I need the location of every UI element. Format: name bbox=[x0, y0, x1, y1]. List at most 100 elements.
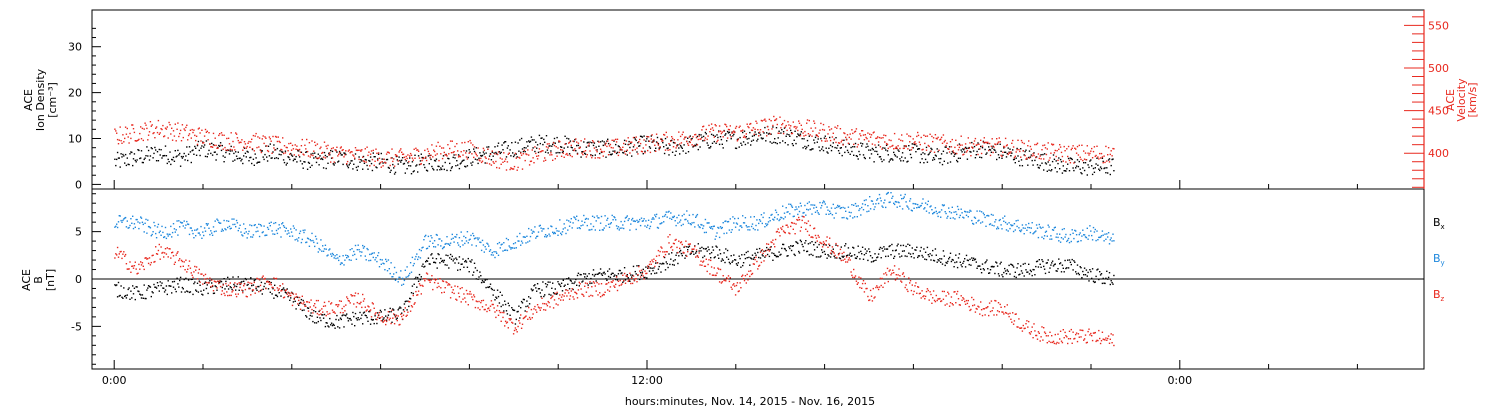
point-by bbox=[647, 219, 650, 221]
point-velocity bbox=[249, 146, 251, 148]
point-density bbox=[1084, 162, 1087, 164]
point-velocity bbox=[656, 142, 659, 144]
point-density bbox=[1080, 172, 1082, 174]
point-velocity bbox=[926, 135, 929, 137]
point-bz bbox=[344, 310, 346, 312]
point-bx bbox=[726, 249, 729, 252]
point-velocity bbox=[750, 129, 753, 131]
point-by bbox=[885, 193, 888, 195]
point-bx bbox=[982, 268, 985, 270]
point-velocity bbox=[176, 128, 178, 130]
point-bx bbox=[484, 279, 486, 281]
point-bx bbox=[344, 314, 346, 316]
point-velocity bbox=[201, 129, 203, 131]
point-by bbox=[494, 256, 496, 259]
point-density bbox=[1033, 152, 1035, 154]
point-bx bbox=[341, 314, 343, 317]
point-bx bbox=[512, 308, 514, 311]
point-by bbox=[477, 238, 479, 241]
point-by bbox=[186, 220, 188, 223]
point-bx bbox=[892, 249, 894, 252]
point-bx bbox=[935, 254, 937, 256]
point-by bbox=[397, 281, 399, 283]
point-velocity bbox=[901, 134, 903, 136]
point-bx bbox=[1056, 270, 1058, 272]
point-bx bbox=[423, 266, 425, 268]
point-bz bbox=[200, 273, 202, 275]
point-density bbox=[608, 151, 611, 153]
point-velocity bbox=[355, 149, 358, 151]
point-density bbox=[902, 160, 905, 162]
point-by bbox=[876, 199, 878, 201]
point-density bbox=[535, 141, 537, 143]
point-by bbox=[591, 228, 593, 231]
point-velocity bbox=[441, 157, 444, 160]
point-by bbox=[777, 214, 779, 216]
point-velocity bbox=[914, 141, 916, 143]
point-velocity bbox=[544, 159, 547, 161]
point-velocity bbox=[498, 167, 501, 169]
point-density bbox=[835, 137, 837, 139]
point-bx bbox=[496, 297, 498, 299]
point-bx bbox=[977, 265, 979, 267]
point-bx bbox=[318, 310, 320, 313]
point-by bbox=[270, 221, 272, 223]
point-by bbox=[220, 230, 223, 232]
point-density bbox=[472, 161, 474, 163]
point-by bbox=[396, 278, 398, 280]
point-velocity bbox=[1107, 147, 1110, 149]
point-by bbox=[266, 234, 268, 236]
point-density bbox=[274, 157, 276, 160]
point-bz bbox=[193, 271, 195, 273]
point-density bbox=[695, 145, 697, 147]
point-by bbox=[377, 254, 379, 257]
point-by bbox=[731, 229, 733, 231]
point-bx bbox=[988, 272, 990, 274]
point-bx bbox=[135, 286, 137, 288]
point-velocity bbox=[371, 158, 374, 161]
point-velocity bbox=[248, 140, 250, 143]
point-bx bbox=[312, 320, 314, 323]
point-bz bbox=[544, 303, 546, 305]
point-density bbox=[490, 159, 493, 161]
point-density bbox=[651, 141, 653, 143]
point-bz bbox=[314, 303, 316, 305]
point-density bbox=[458, 167, 461, 170]
point-density bbox=[743, 130, 746, 132]
point-bx bbox=[895, 249, 897, 251]
point-by bbox=[761, 222, 763, 225]
point-bx bbox=[933, 260, 936, 262]
point-density bbox=[1028, 150, 1031, 152]
point-bx bbox=[925, 258, 928, 261]
point-velocity bbox=[258, 146, 260, 148]
point-by bbox=[151, 233, 153, 236]
point-velocity bbox=[340, 146, 342, 148]
point-bx bbox=[147, 285, 150, 287]
point-density bbox=[697, 148, 699, 151]
point-density bbox=[504, 141, 506, 143]
point-bx bbox=[1081, 277, 1083, 279]
point-density bbox=[740, 142, 742, 144]
point-density bbox=[978, 148, 980, 150]
point-velocity bbox=[660, 138, 662, 140]
point-bx bbox=[425, 261, 427, 263]
point-bz bbox=[140, 261, 142, 263]
point-density bbox=[607, 138, 609, 140]
point-by bbox=[695, 215, 698, 217]
point-bz bbox=[411, 306, 414, 308]
point-velocity bbox=[199, 132, 201, 134]
point-velocity bbox=[322, 151, 324, 154]
point-bx bbox=[193, 282, 195, 285]
point-by bbox=[269, 225, 271, 227]
point-by bbox=[374, 259, 376, 261]
point-by bbox=[350, 259, 352, 261]
point-bx bbox=[1108, 272, 1111, 274]
point-bx bbox=[888, 245, 890, 248]
point-density bbox=[725, 133, 727, 135]
point-by bbox=[491, 251, 493, 254]
point-bx bbox=[491, 288, 493, 291]
point-by bbox=[893, 202, 895, 204]
point-density bbox=[648, 146, 651, 148]
point-bx bbox=[1050, 264, 1052, 266]
point-bz bbox=[499, 311, 501, 314]
